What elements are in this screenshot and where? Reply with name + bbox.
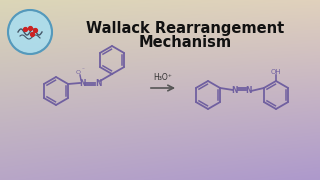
- Text: H₃O⁺: H₃O⁺: [154, 73, 172, 82]
- Text: N: N: [95, 78, 101, 87]
- Circle shape: [8, 10, 52, 54]
- Text: N: N: [232, 86, 238, 94]
- Text: Mechanism: Mechanism: [139, 35, 232, 50]
- Text: ⁻: ⁻: [82, 69, 84, 73]
- Text: N: N: [79, 78, 85, 87]
- Text: Wallack Rearrangement: Wallack Rearrangement: [86, 21, 284, 35]
- Text: OH: OH: [271, 69, 281, 75]
- Text: O: O: [76, 69, 81, 75]
- Text: N: N: [246, 86, 252, 94]
